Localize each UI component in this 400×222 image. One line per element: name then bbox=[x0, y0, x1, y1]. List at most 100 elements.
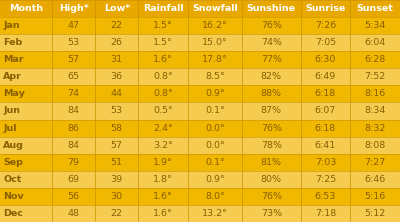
Text: 77%: 77% bbox=[261, 55, 282, 64]
Text: Oct: Oct bbox=[3, 175, 22, 184]
Text: Rainfall: Rainfall bbox=[143, 4, 184, 13]
Text: 36: 36 bbox=[111, 72, 123, 81]
Text: 6:04: 6:04 bbox=[364, 38, 386, 47]
Text: 8:34: 8:34 bbox=[364, 107, 386, 115]
Text: 57: 57 bbox=[68, 55, 80, 64]
Text: 0.8°: 0.8° bbox=[153, 72, 173, 81]
Text: 76%: 76% bbox=[261, 192, 282, 201]
Text: 16.2°: 16.2° bbox=[202, 21, 228, 30]
Text: 6:46: 6:46 bbox=[364, 175, 386, 184]
Text: 8:16: 8:16 bbox=[364, 89, 386, 98]
Text: Apr: Apr bbox=[3, 72, 22, 81]
Text: 0.8°: 0.8° bbox=[153, 89, 173, 98]
Text: 44: 44 bbox=[111, 89, 123, 98]
Text: 81%: 81% bbox=[261, 158, 282, 167]
Text: 7:03: 7:03 bbox=[315, 158, 336, 167]
Text: Jul: Jul bbox=[3, 124, 17, 133]
Text: 7:52: 7:52 bbox=[364, 72, 386, 81]
Bar bbox=[0, 68, 400, 85]
Text: 6:28: 6:28 bbox=[364, 55, 386, 64]
Bar bbox=[0, 85, 400, 103]
Text: Mar: Mar bbox=[3, 55, 24, 64]
Text: 17.8°: 17.8° bbox=[202, 55, 228, 64]
Text: 1.5°: 1.5° bbox=[153, 38, 173, 47]
Text: 22: 22 bbox=[111, 209, 123, 218]
Text: 6:53: 6:53 bbox=[315, 192, 336, 201]
Text: 79: 79 bbox=[68, 158, 80, 167]
Text: 7:26: 7:26 bbox=[315, 21, 336, 30]
Text: 53: 53 bbox=[68, 38, 80, 47]
Text: 74: 74 bbox=[68, 89, 80, 98]
Text: 0.9°: 0.9° bbox=[205, 89, 225, 98]
Bar bbox=[0, 17, 400, 34]
Text: 0.1°: 0.1° bbox=[205, 158, 225, 167]
Text: 76%: 76% bbox=[261, 124, 282, 133]
Text: 7:27: 7:27 bbox=[364, 158, 386, 167]
Text: 86: 86 bbox=[68, 124, 80, 133]
Text: 51: 51 bbox=[111, 158, 123, 167]
Text: 0.0°: 0.0° bbox=[205, 141, 225, 150]
Text: 15.0°: 15.0° bbox=[202, 38, 228, 47]
Text: 0.0°: 0.0° bbox=[205, 124, 225, 133]
Text: Month: Month bbox=[9, 4, 43, 13]
Bar bbox=[0, 188, 400, 205]
Text: 5:34: 5:34 bbox=[364, 21, 386, 30]
Text: 88%: 88% bbox=[261, 89, 282, 98]
Text: 13.2°: 13.2° bbox=[202, 209, 228, 218]
Text: 2.4°: 2.4° bbox=[153, 124, 173, 133]
Text: 6:41: 6:41 bbox=[315, 141, 336, 150]
Bar bbox=[0, 119, 400, 137]
Bar bbox=[0, 171, 400, 188]
Bar bbox=[0, 103, 400, 119]
Text: 0.9°: 0.9° bbox=[205, 175, 225, 184]
Text: 3.2°: 3.2° bbox=[153, 141, 173, 150]
Text: 8.0°: 8.0° bbox=[205, 192, 225, 201]
Text: 73%: 73% bbox=[261, 209, 282, 218]
Text: 1.9°: 1.9° bbox=[153, 158, 173, 167]
Bar bbox=[0, 0, 400, 17]
Text: 8:32: 8:32 bbox=[364, 124, 386, 133]
Text: 7:05: 7:05 bbox=[315, 38, 336, 47]
Text: 56: 56 bbox=[68, 192, 80, 201]
Text: 48: 48 bbox=[68, 209, 80, 218]
Text: 1.8°: 1.8° bbox=[153, 175, 173, 184]
Text: 7:25: 7:25 bbox=[315, 175, 336, 184]
Text: 31: 31 bbox=[111, 55, 123, 64]
Text: Jan: Jan bbox=[3, 21, 20, 30]
Text: 6:49: 6:49 bbox=[315, 72, 336, 81]
Bar bbox=[0, 205, 400, 222]
Text: 6:30: 6:30 bbox=[315, 55, 336, 64]
Text: 47: 47 bbox=[68, 21, 80, 30]
Text: 84: 84 bbox=[68, 141, 80, 150]
Text: High*: High* bbox=[59, 4, 88, 13]
Text: 26: 26 bbox=[111, 38, 123, 47]
Text: Snowfall: Snowfall bbox=[192, 4, 238, 13]
Text: 39: 39 bbox=[111, 175, 123, 184]
Text: 6:18: 6:18 bbox=[315, 124, 336, 133]
Bar bbox=[0, 154, 400, 171]
Text: May: May bbox=[3, 89, 25, 98]
Text: 87%: 87% bbox=[261, 107, 282, 115]
Text: 84: 84 bbox=[68, 107, 80, 115]
Text: Low*: Low* bbox=[104, 4, 130, 13]
Text: Aug: Aug bbox=[3, 141, 24, 150]
Text: Nov: Nov bbox=[3, 192, 24, 201]
Text: 80%: 80% bbox=[261, 175, 282, 184]
Bar bbox=[0, 137, 400, 154]
Text: 6:18: 6:18 bbox=[315, 89, 336, 98]
Text: 78%: 78% bbox=[261, 141, 282, 150]
Text: 58: 58 bbox=[111, 124, 123, 133]
Text: 5:12: 5:12 bbox=[364, 209, 386, 218]
Text: Sunrise: Sunrise bbox=[305, 4, 346, 13]
Text: 1.6°: 1.6° bbox=[153, 55, 173, 64]
Text: 65: 65 bbox=[68, 72, 80, 81]
Text: 82%: 82% bbox=[261, 72, 282, 81]
Text: Dec: Dec bbox=[3, 209, 23, 218]
Bar bbox=[0, 51, 400, 68]
Text: Jun: Jun bbox=[3, 107, 20, 115]
Bar bbox=[0, 34, 400, 51]
Text: 57: 57 bbox=[111, 141, 123, 150]
Text: 1.5°: 1.5° bbox=[153, 21, 173, 30]
Text: Feb: Feb bbox=[3, 38, 22, 47]
Text: 1.6°: 1.6° bbox=[153, 209, 173, 218]
